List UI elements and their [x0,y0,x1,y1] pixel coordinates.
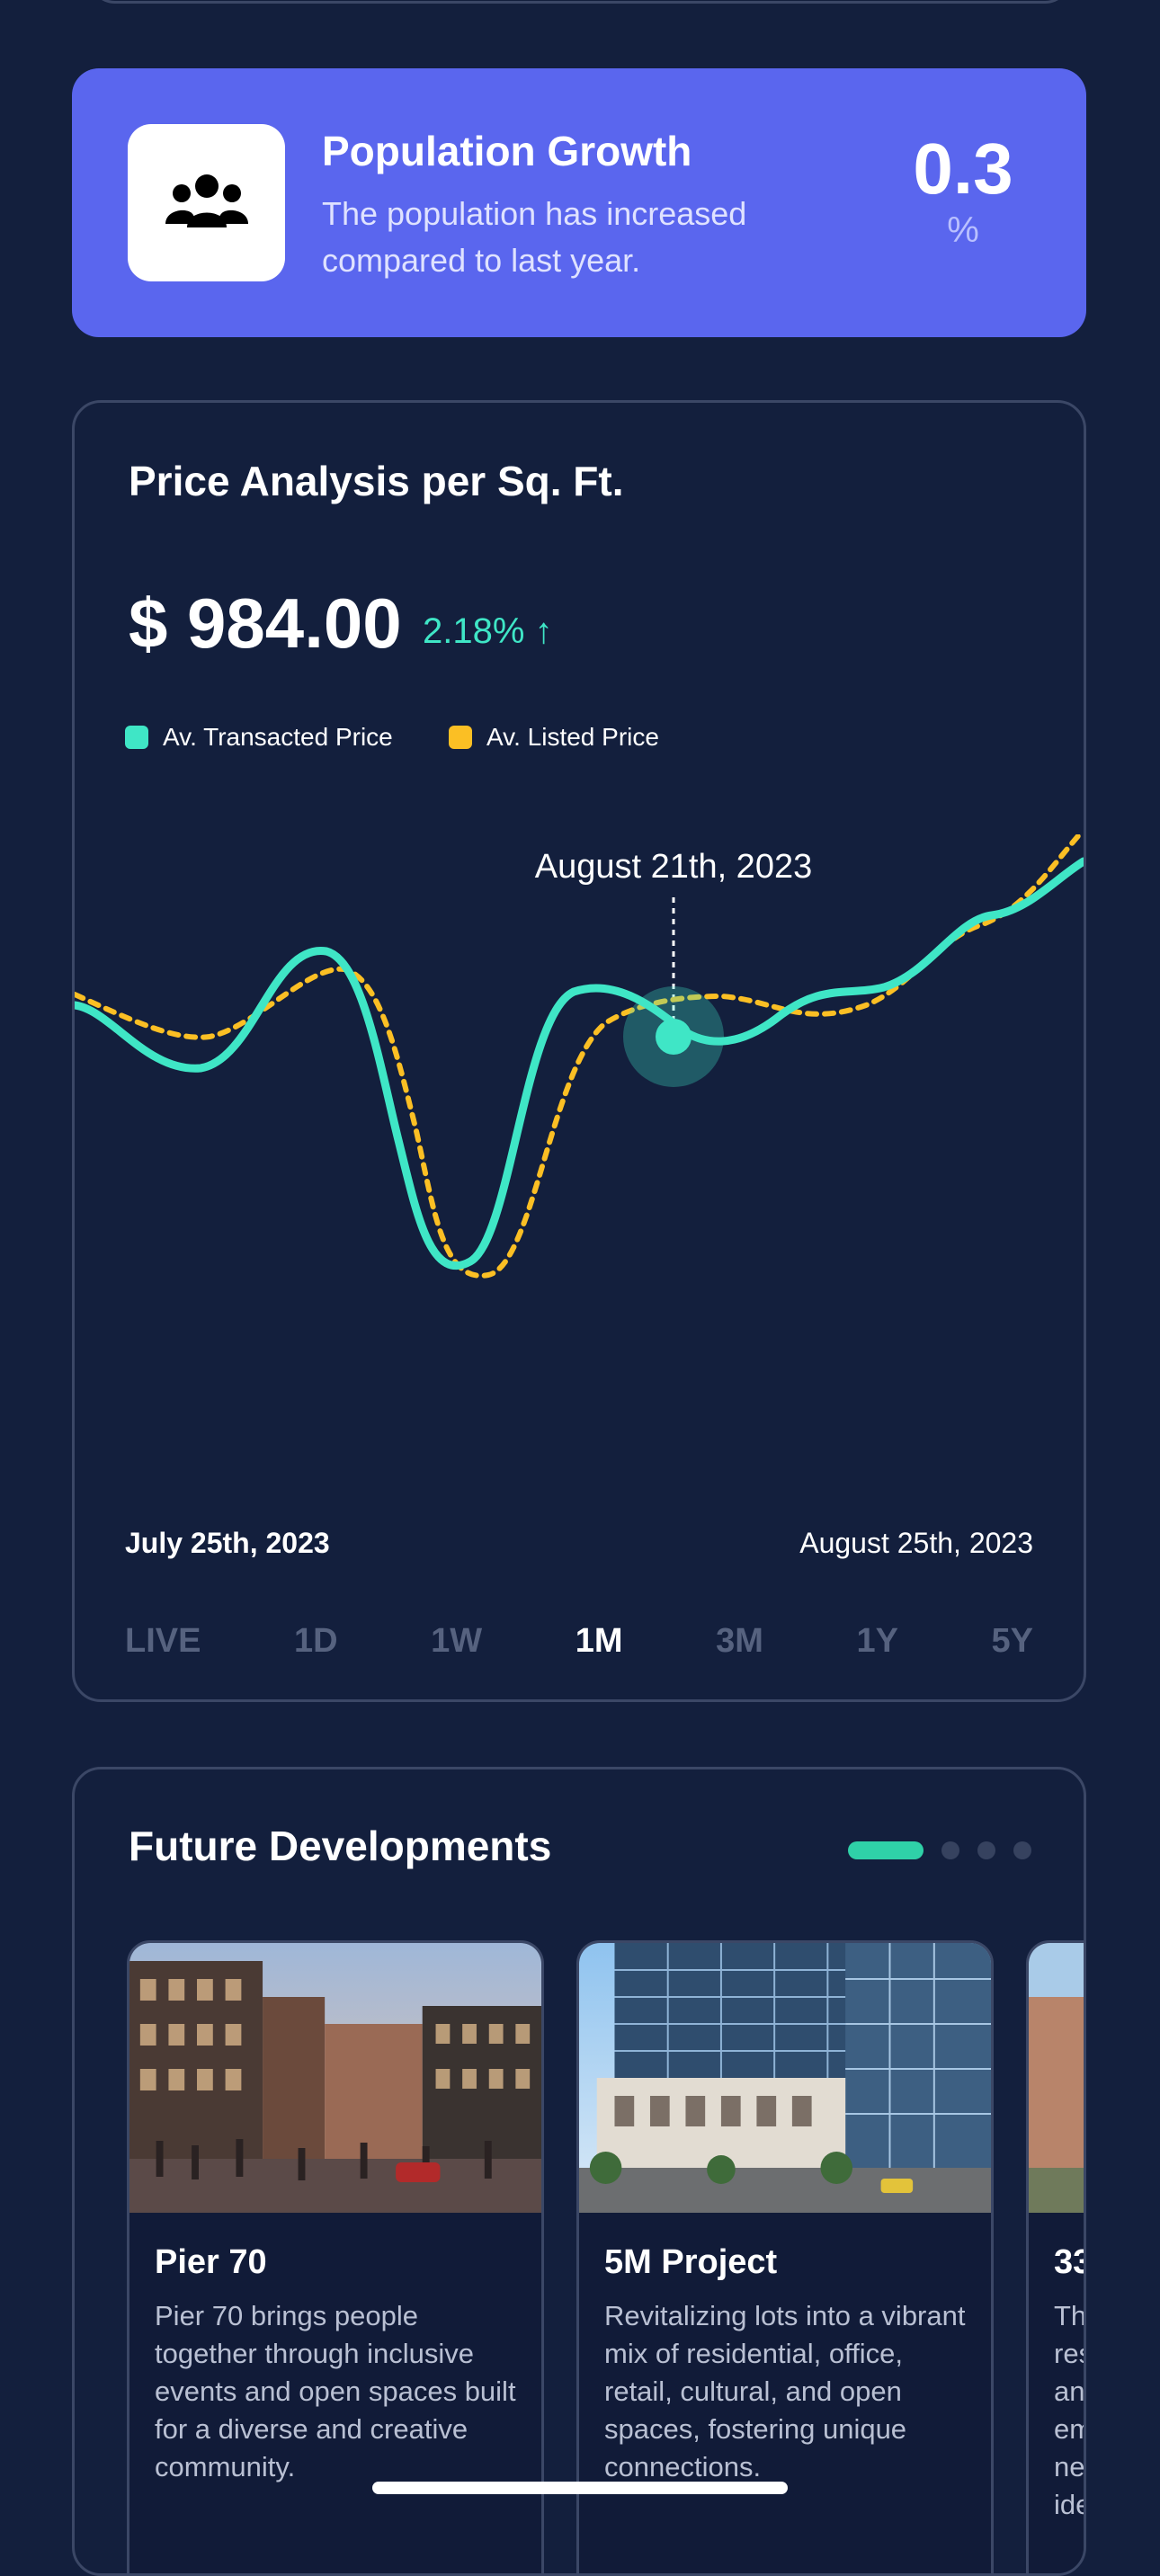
project-card-pier-70[interactable]: Pier 70 Pier 70 brings people together t… [127,1940,544,2573]
pager-dot-1[interactable] [848,1841,924,1859]
project-card-33[interactable]: 33 Th res an em ne ide [1026,1940,1086,2573]
population-unit: % [947,210,979,250]
project-card-5m[interactable]: 5M Project Revitalizing lots into a vibr… [576,1940,994,2573]
pager-dot-2[interactable] [941,1841,959,1859]
legend-transacted: Av. Transacted Price [125,723,393,752]
price-analysis-title: Price Analysis per Sq. Ft. [129,458,624,504]
population-icon-box [128,124,285,281]
population-title: Population Growth [322,128,692,174]
range-1d[interactable]: 1D [294,1622,338,1660]
legend-listed: Av. Listed Price [449,723,659,752]
previous-card-edge [88,0,1072,4]
project-description: Th res an em ne ide [1054,2300,1086,2520]
carousel-pager [848,1841,1031,1859]
range-1m[interactable]: 1M [575,1622,623,1660]
project-name: 33 [1054,2243,1084,2281]
price-value: $ 984.00 [129,584,402,663]
project-name: Pier 70 [155,2243,267,2281]
future-developments-card: Future Developments [72,1767,1086,2576]
pager-dot-3[interactable] [977,1841,995,1859]
range-live[interactable]: LIVE [125,1622,201,1660]
population-growth-card[interactable]: Population Growth The population has inc… [72,68,1086,337]
pager-dot-4[interactable] [1013,1841,1031,1859]
legend-transacted-swatch [125,726,148,749]
project-name: 5M Project [604,2243,778,2281]
5m-project-image [579,1943,991,2213]
project-33-image [1029,1943,1084,2213]
people-group-icon [165,174,248,227]
range-1w[interactable]: 1W [431,1622,483,1660]
price-change: 2.18% ↑ [423,611,553,651]
home-indicator[interactable] [372,2482,788,2494]
legend-transacted-label: Av. Transacted Price [163,723,393,751]
range-5y[interactable]: 5Y [991,1622,1033,1660]
developments-title: Future Developments [129,1823,552,1869]
range-3m[interactable]: 3M [716,1622,763,1660]
project-description: Pier 70 brings people together through i… [155,2300,516,2482]
transacted-price-line [75,857,1084,1270]
price-chart[interactable]: August 21th, 2023 [75,834,1084,1464]
range-1y[interactable]: 1Y [856,1622,898,1660]
project-description: Revitalizing lots into a vibrant mix of … [604,2300,966,2482]
population-value: 0.3 [913,129,1013,209]
population-description: The population has increased compared to… [322,195,747,279]
price-analysis-card: Price Analysis per Sq. Ft. $ 984.00 2.18… [72,400,1086,1702]
tooltip-point[interactable] [656,1019,692,1055]
tooltip-date: August 21th, 2023 [535,848,812,886]
pier-70-image [129,1943,541,2213]
chart-start-date: July 25th, 2023 [125,1527,330,1559]
range-selector: LIVE 1D 1W 1M 3M 1Y 5Y [125,1622,1033,1661]
legend-listed-swatch [449,726,472,749]
chart-end-date: August 25th, 2023 [799,1527,1033,1559]
legend-listed-label: Av. Listed Price [486,723,659,751]
